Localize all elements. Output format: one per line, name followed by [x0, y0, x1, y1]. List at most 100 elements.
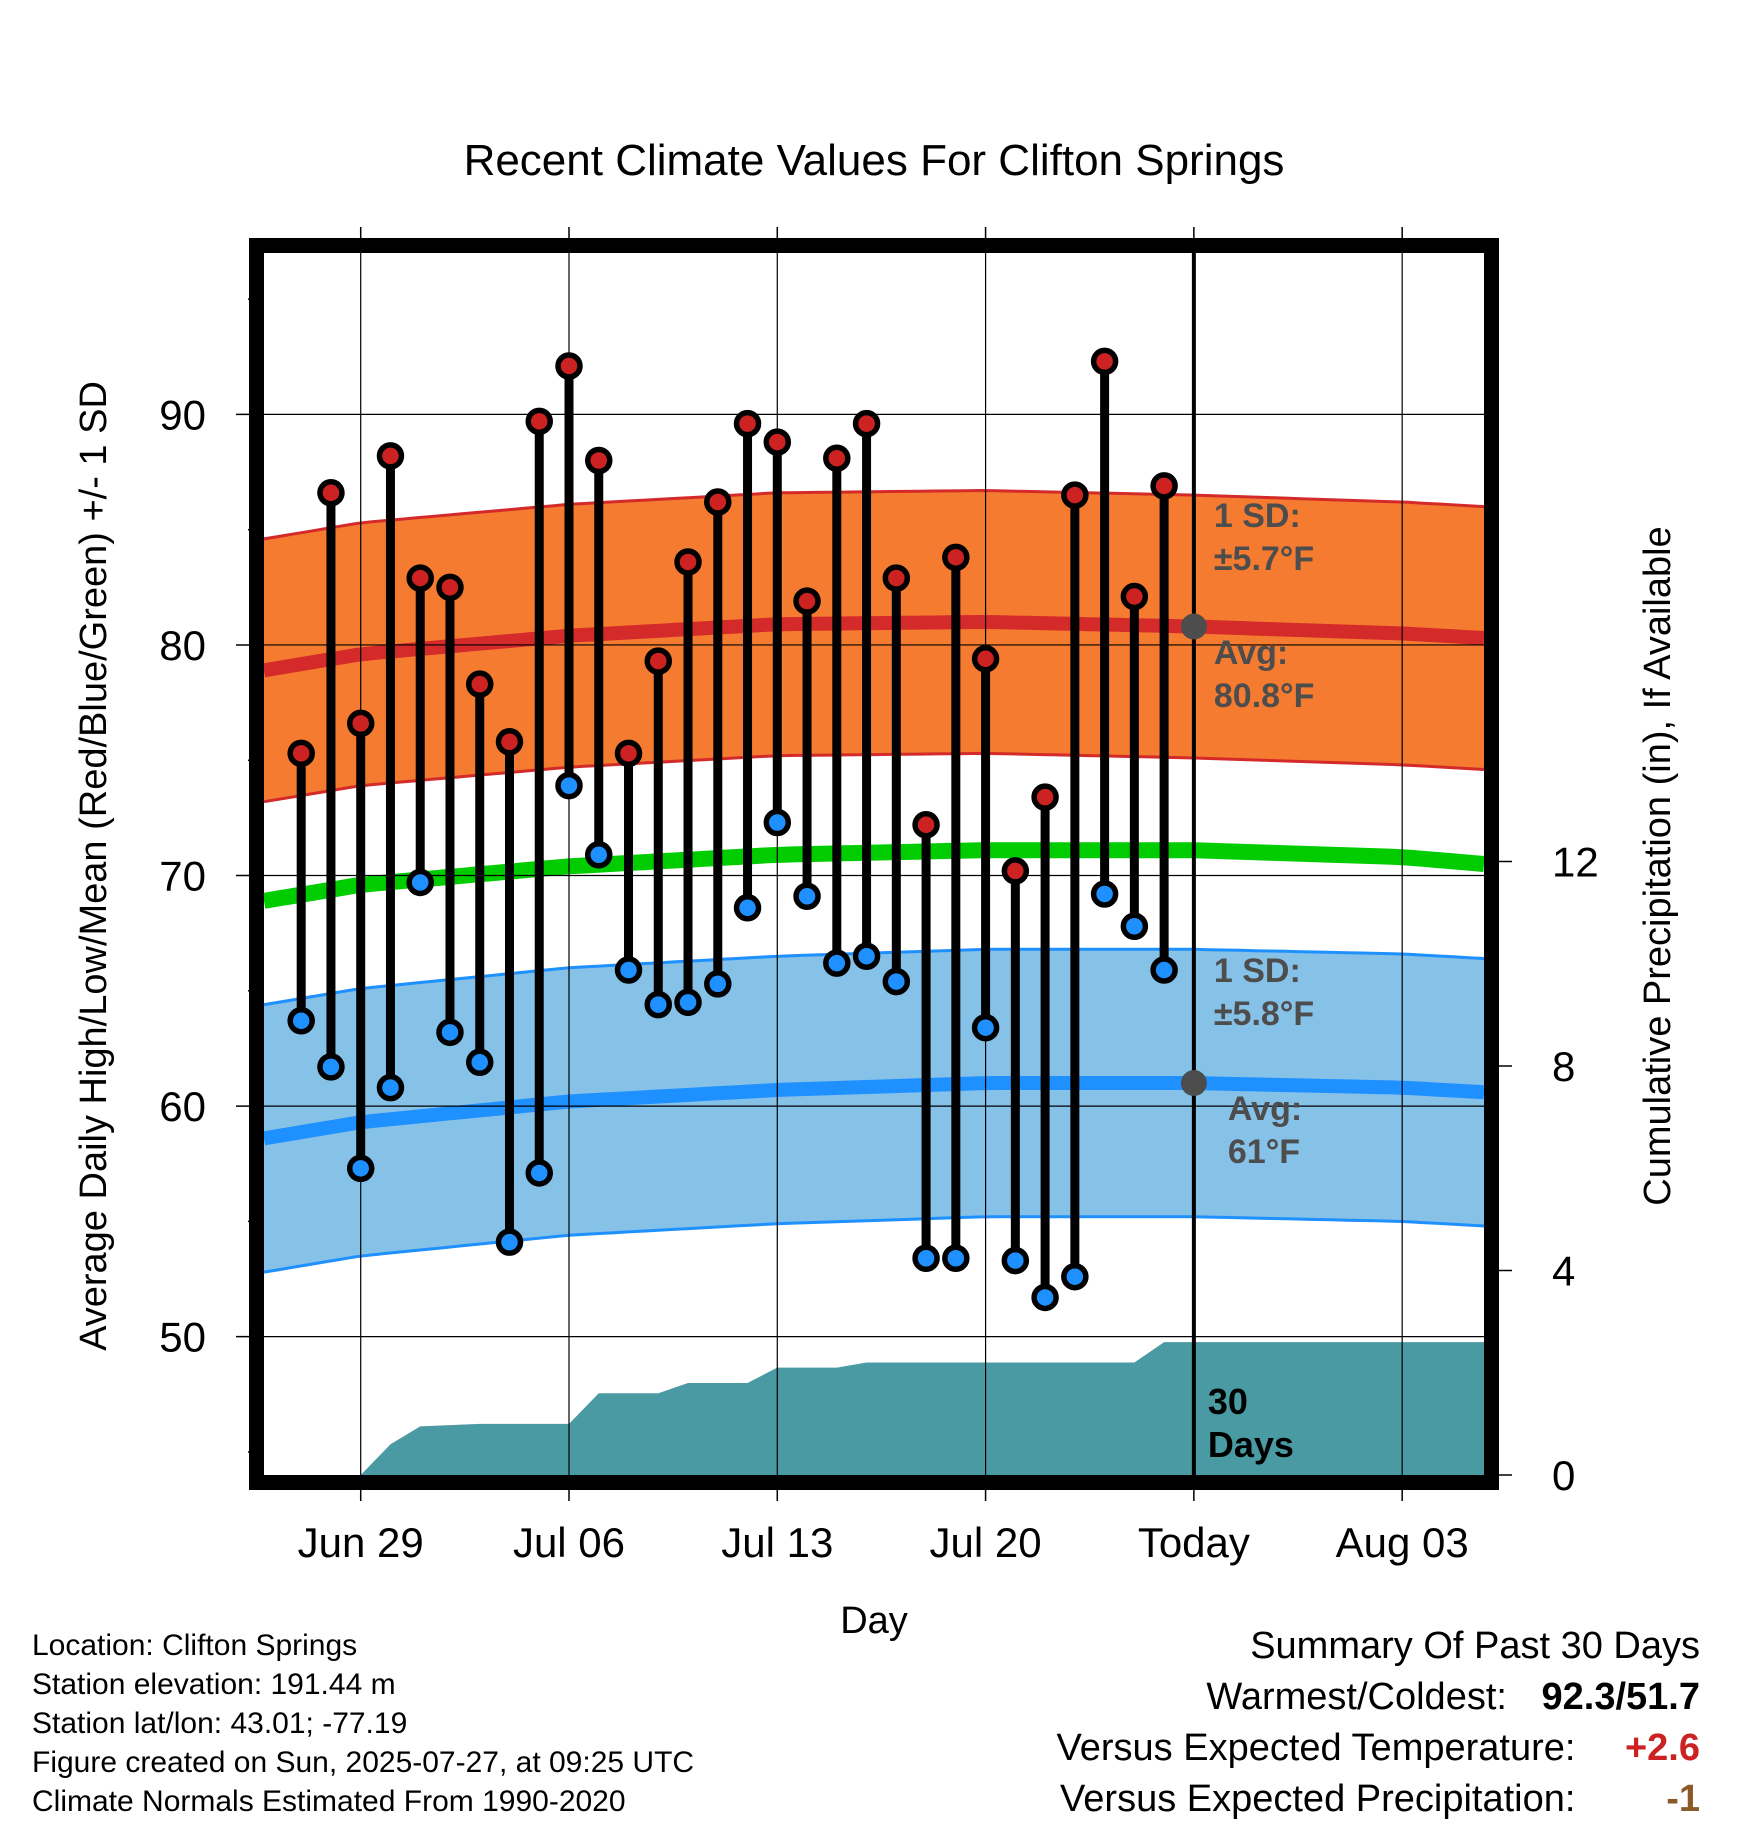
y2-tick-label: 8: [1552, 1043, 1575, 1090]
high-avg-annotation: Avg: 80.8°F: [1214, 634, 1315, 715]
info-latlon: Station lat/lon: 43.01; -77.19: [32, 1707, 408, 1740]
x-tick-label: Aug 03: [1336, 1519, 1469, 1566]
y-tick-label: 60: [159, 1083, 206, 1130]
days-annotation-line: Days: [1208, 1424, 1294, 1465]
daily-low-point: [495, 1228, 524, 1256]
daily-low-point: [882, 967, 911, 996]
high-sd-lower-edge: [263, 751, 1485, 804]
summary-precip-label: Versus Expected Precipitation:: [1060, 1778, 1576, 1820]
y2-tick-label: 4: [1552, 1247, 1575, 1294]
daily-high-point: [585, 446, 613, 475]
daily-low-point: [793, 882, 821, 911]
daily-high-point: [1001, 857, 1030, 885]
high-sd-annotation-line: ±5.7°F: [1214, 540, 1314, 578]
summary-warm-cold-label: Warmest/Coldest:: [1206, 1676, 1507, 1718]
daily-low-point: [406, 868, 434, 897]
y-tick-label: 90: [159, 391, 206, 438]
y2-tick-label: 0: [1552, 1452, 1575, 1499]
summary-heading: Summary Of Past 30 Days: [1250, 1625, 1700, 1667]
daily-low-point: [763, 808, 792, 837]
daily-low-point: [1031, 1283, 1059, 1312]
low-sd-annotation-line: ±5.8°F: [1214, 995, 1314, 1033]
high-sd-annotation-line: 1 SD:: [1214, 497, 1301, 535]
summary-warm-cold-row: Warmest/Coldest: 92.3/51.7: [1057, 1672, 1700, 1723]
daily-low-point: [942, 1244, 970, 1273]
daily-low-point: [823, 949, 851, 977]
daily-low-point: [525, 1159, 553, 1187]
daily-low-point: [1090, 880, 1119, 908]
plot-area: Jun 29 Jul 06 Jul 13 Jul 20 Today Aug 03 50 60 7…: [159, 227, 1599, 1566]
daily-low-point: [1001, 1246, 1030, 1275]
daily-low-point: [1120, 912, 1149, 941]
daily-low-point: [971, 1013, 1000, 1042]
high-avg-annotation-line: Avg:: [1214, 634, 1288, 672]
y-tick-label: 50: [159, 1314, 206, 1361]
daily-high-point: [1120, 582, 1149, 611]
daily-high-point: [704, 488, 732, 516]
daily-high-point: [525, 407, 553, 436]
today-high-avg-marker: [1180, 613, 1207, 640]
daily-high-point: [1031, 783, 1059, 811]
y2-tick-label: 12: [1552, 838, 1599, 885]
daily-high-point: [852, 409, 881, 438]
x-tick-label: Jul 13: [721, 1519, 833, 1566]
low-sd-lower-edge: [263, 1215, 1485, 1274]
summary-precip-value: -1: [1666, 1778, 1700, 1820]
daily-low-point: [436, 1018, 464, 1047]
x-tick-label: Jun 29: [298, 1519, 424, 1566]
y2-axis-label: Cumulative Precipitation (in), If Availa…: [1637, 526, 1679, 1205]
x-tick-label: Jul 20: [930, 1519, 1042, 1566]
daily-high-point: [1061, 481, 1089, 509]
daily-high-point: [614, 739, 643, 768]
daily-high-point: [317, 479, 345, 507]
info-normals: Climate Normals Estimated From 1990-2020: [32, 1785, 626, 1818]
high-sd-upper-edge: [263, 488, 1485, 541]
daily-low-point: [674, 988, 702, 1017]
normal-low-line: [262, 1076, 1485, 1146]
daily-low-point: [287, 1007, 315, 1035]
precip-area: [360, 1342, 1485, 1475]
plot-background: [264, 253, 1484, 1475]
y-tick-label: 70: [159, 853, 206, 900]
daily-high-point: [1090, 347, 1119, 376]
daily-high-point: [287, 739, 315, 768]
days-annotation-line: 30: [1208, 1381, 1248, 1422]
summary-warm-cold-value: 92.3/51.7: [1541, 1676, 1700, 1718]
x-tick-label: Jul 06: [513, 1519, 625, 1566]
daily-high-point: [555, 352, 583, 380]
daily-high-point: [733, 409, 762, 438]
x-tick-label: Today: [1138, 1519, 1250, 1566]
daily-high-point: [495, 728, 524, 756]
daily-high-point: [763, 428, 792, 456]
high-sd-annotation: 1 SD: ±5.7°F: [1214, 497, 1314, 578]
info-created: Figure created on Sun, 2025-07-27, at 09…: [32, 1746, 695, 1779]
daily-high-point: [406, 564, 434, 592]
summary-precip-row: Versus Expected Precipitation: -1: [1057, 1774, 1700, 1825]
daily-high-point: [942, 543, 970, 572]
summary-panel: Summary Of Past 30 Days Warmest/Coldest:…: [1057, 1621, 1700, 1825]
daily-low-point: [704, 970, 732, 998]
daily-low-point: [1061, 1262, 1089, 1291]
daily-high-point: [882, 564, 911, 592]
daily-low-point: [912, 1244, 940, 1273]
low-avg-annotation: Avg: 61°F: [1228, 1090, 1302, 1171]
summary-temp-row: Versus Expected Temperature: +2.6: [1057, 1723, 1700, 1774]
daily-low-point: [376, 1073, 405, 1102]
today-low-avg-marker: [1180, 1070, 1207, 1097]
daily-high-point: [644, 647, 673, 675]
station-info: Location: Clifton Springs Station elevat…: [32, 1626, 694, 1821]
daily-high-point: [971, 645, 1000, 673]
daily-low-point: [614, 956, 643, 984]
y-axis-label: Average Daily High/Low/Mean (Red/Blue/Gr…: [73, 381, 115, 1351]
chart-title: Recent Climate Values For Clifton Spring…: [464, 136, 1285, 185]
summary-temp-label: Versus Expected Temperature:: [1056, 1727, 1576, 1769]
info-location: Location: Clifton Springs: [32, 1629, 358, 1662]
daily-low-point: [1150, 956, 1178, 984]
low-avg-annotation-line: 61°F: [1228, 1133, 1300, 1171]
daily-low-point: [852, 942, 881, 970]
daily-high-point: [376, 442, 405, 470]
low-avg-annotation-line: Avg:: [1228, 1090, 1302, 1128]
daily-high-point: [912, 811, 940, 839]
plot-frame: [249, 238, 1499, 1490]
